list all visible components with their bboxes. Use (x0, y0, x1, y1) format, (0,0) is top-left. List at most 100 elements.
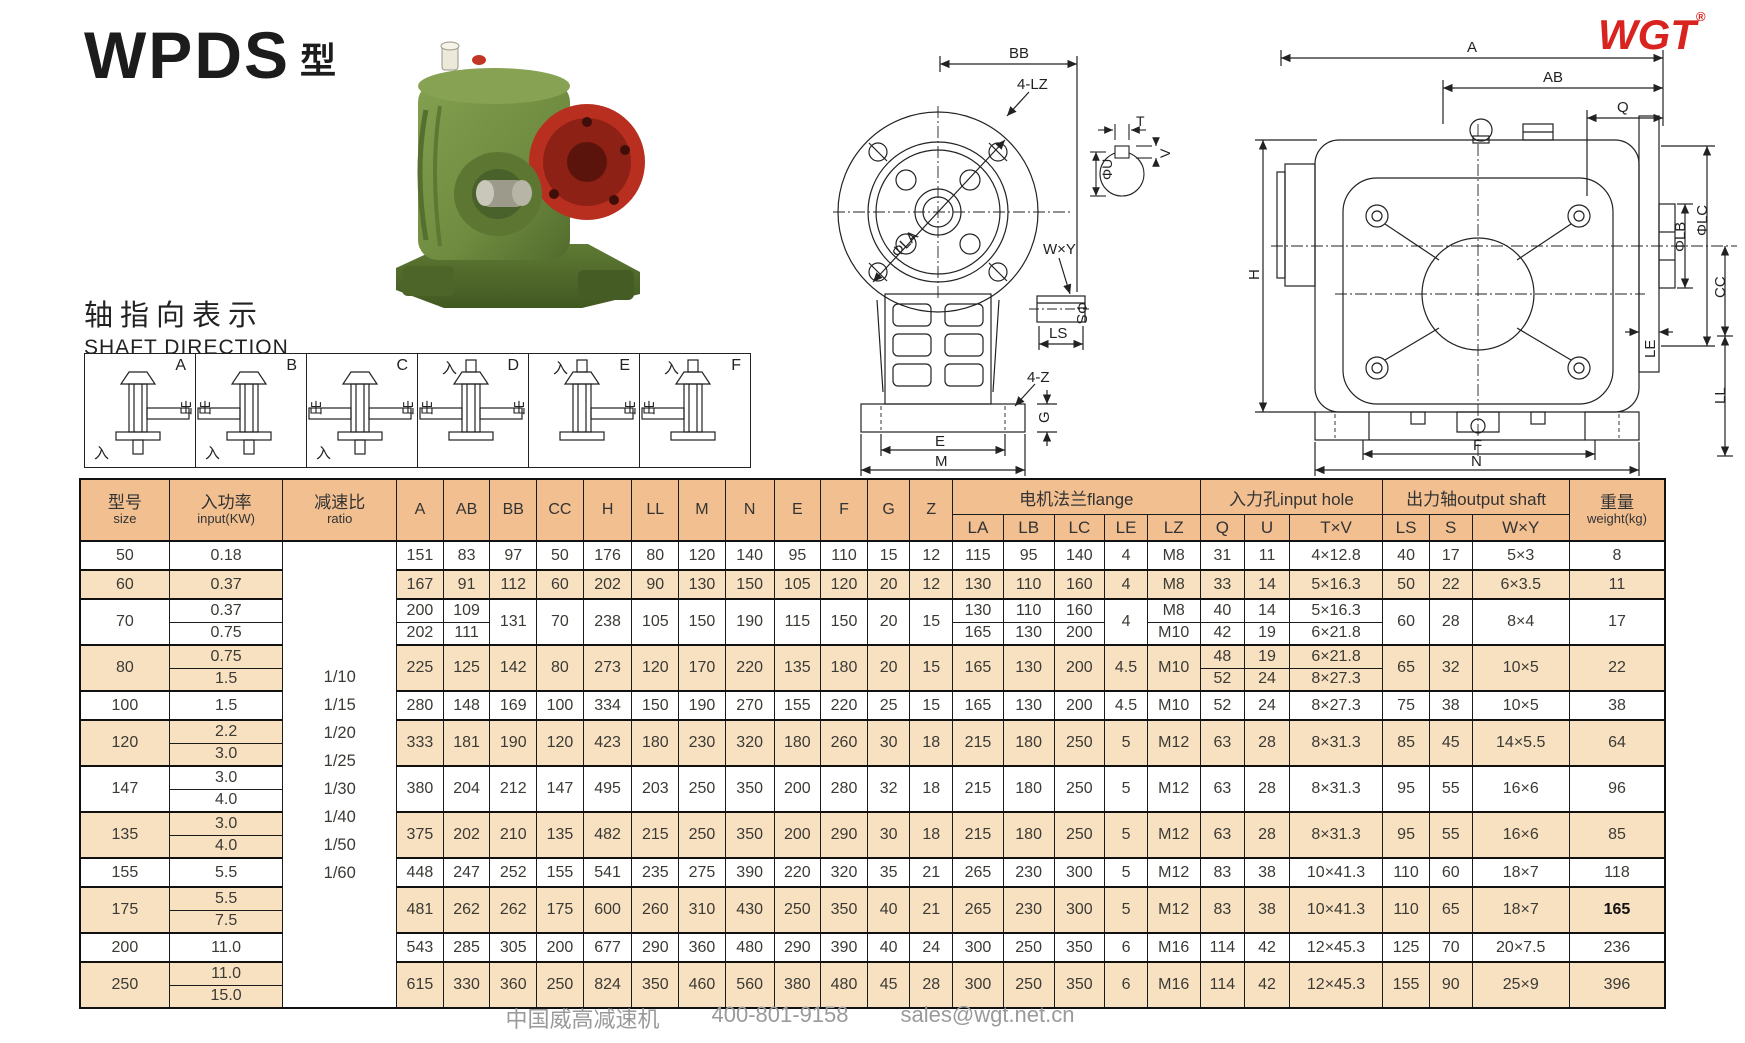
table-header-cell: 入力孔input hole (1199, 478, 1384, 515)
footer-phone: 400-801-9158 (711, 1002, 849, 1027)
table-cell: 180 (1002, 719, 1055, 767)
table-cell: M16 (1146, 961, 1201, 1009)
table-cell: 135 (536, 811, 584, 859)
table-cell: 250 (1053, 811, 1106, 859)
table-cell: 262 (489, 886, 538, 934)
table-cell: 24 (1244, 667, 1290, 692)
table-cell: 42 (1244, 932, 1290, 963)
table-cell: 120 (678, 540, 726, 571)
table-cell: 300 (952, 932, 1004, 963)
shaft-panel-f: F 入出 (639, 353, 751, 468)
dim-label-la: ΦLA (888, 227, 921, 261)
table-header-cell: W×Y (1471, 514, 1570, 542)
table-cell: 45 (866, 961, 911, 1009)
table-cell: 16×6 (1471, 765, 1570, 813)
table-header-cell: 出力轴output shaft (1382, 478, 1570, 515)
table-cell: 0.37 (168, 569, 284, 600)
table-cell: 105 (631, 598, 680, 646)
table-cell: 250 (1002, 961, 1055, 1009)
table-cell: 5 (1104, 765, 1148, 813)
table-cell: 220 (820, 690, 868, 721)
table-cell: 200 (396, 598, 444, 623)
table-cell: 125 (442, 644, 491, 692)
table-cell: 250 (678, 811, 726, 859)
dim-label-4z: 4-Z (1027, 369, 1050, 386)
table-cell: 4.5 (1104, 690, 1148, 721)
table-cell: 65 (1428, 886, 1473, 934)
table-cell: 200 (773, 765, 822, 813)
dim-label-u: ΦU (1099, 159, 1115, 180)
table-cell: 375 (396, 811, 444, 859)
input-shaft-label: 入 (553, 360, 569, 377)
table-header-cell: 电机法兰flange (952, 478, 1201, 515)
table-cell: 11.0 (168, 961, 284, 986)
table-cell: 230 (678, 719, 726, 767)
table-cell: 120 (631, 644, 680, 692)
table-cell: 270 (724, 690, 775, 721)
output-shaft-label: 出 (309, 400, 323, 416)
table-cell: 541 (582, 857, 633, 888)
table-cell: 38 (1568, 690, 1666, 721)
table-cell: 19 (1244, 644, 1290, 669)
table-header-cell: A (396, 478, 444, 542)
table-cell: 155 (773, 690, 822, 721)
table-cell: 21 (909, 857, 954, 888)
table-cell: 70 (536, 598, 584, 646)
dim-label-e: E (935, 433, 945, 450)
table-cell: 32 (866, 765, 911, 813)
table-cell: 155 (1382, 961, 1430, 1009)
table-cell: 111 (442, 621, 491, 646)
table-cell: 55 (1428, 811, 1473, 859)
table-cell: 350 (820, 886, 868, 934)
table-cell: 135 (79, 811, 170, 859)
input-shaft-label: 入 (664, 360, 680, 377)
table-cell: 18 (909, 811, 954, 859)
ratio-value: 1/40 (323, 807, 356, 826)
dim-label-ll: LL (1712, 387, 1729, 404)
output-shaft-label: 出 (642, 400, 656, 416)
table-cell: 100 (79, 690, 170, 721)
table-cell: 85 (1382, 719, 1430, 767)
table-cell: 236 (1568, 932, 1666, 963)
table-cell: 10×41.3 (1288, 886, 1384, 934)
table-cell: 215 (952, 765, 1004, 813)
table-cell: 4.0 (168, 788, 284, 813)
table-cell: 95 (1382, 765, 1430, 813)
output-shaft-label: 出 (623, 400, 637, 416)
keyway-detail-drawing: T V ΦU (1090, 113, 1173, 197)
table-header-cell: G (866, 478, 911, 542)
table-cell: 250 (1053, 765, 1106, 813)
table-cell: 250 (1053, 719, 1106, 767)
table-cell: 96 (1568, 765, 1666, 813)
table-cell: 5 (1104, 886, 1148, 934)
footer-email: sales@wgt.net.cn (900, 1002, 1075, 1027)
table-cell: 20 (866, 644, 911, 692)
table-header-cell: N (724, 478, 775, 542)
table-cell: 15 (866, 540, 911, 571)
table-cell: 190 (724, 598, 775, 646)
table-cell: 250 (773, 886, 822, 934)
output-shaft-label: 出 (401, 400, 415, 416)
table-cell: 42 (1199, 621, 1246, 646)
table-cell: 155 (536, 857, 584, 888)
dim-label-h: H (1246, 269, 1263, 280)
table-header-cell: H (582, 478, 633, 542)
dim-label-le: LE (1642, 340, 1659, 358)
table-cell: 83 (442, 540, 491, 571)
table-cell: 63 (1199, 765, 1246, 813)
table-cell: 15.0 (168, 984, 284, 1009)
table-cell: 320 (820, 857, 868, 888)
table-header-cell: 入功率 input(KW) (168, 478, 284, 542)
table-cell: 25×9 (1471, 961, 1570, 1009)
table-cell: 480 (724, 932, 775, 963)
table-cell: 203 (631, 765, 680, 813)
table-cell: M10 (1146, 644, 1201, 692)
table-cell: 390 (820, 932, 868, 963)
table-cell: M8 (1146, 569, 1201, 600)
table-cell: 12×45.3 (1288, 961, 1384, 1009)
table-cell: 380 (773, 961, 822, 1009)
table-header-cell: Q (1199, 514, 1246, 542)
table-cell: 360 (678, 932, 726, 963)
table-cell: 12 (909, 569, 954, 600)
table-cell: M12 (1146, 886, 1201, 934)
